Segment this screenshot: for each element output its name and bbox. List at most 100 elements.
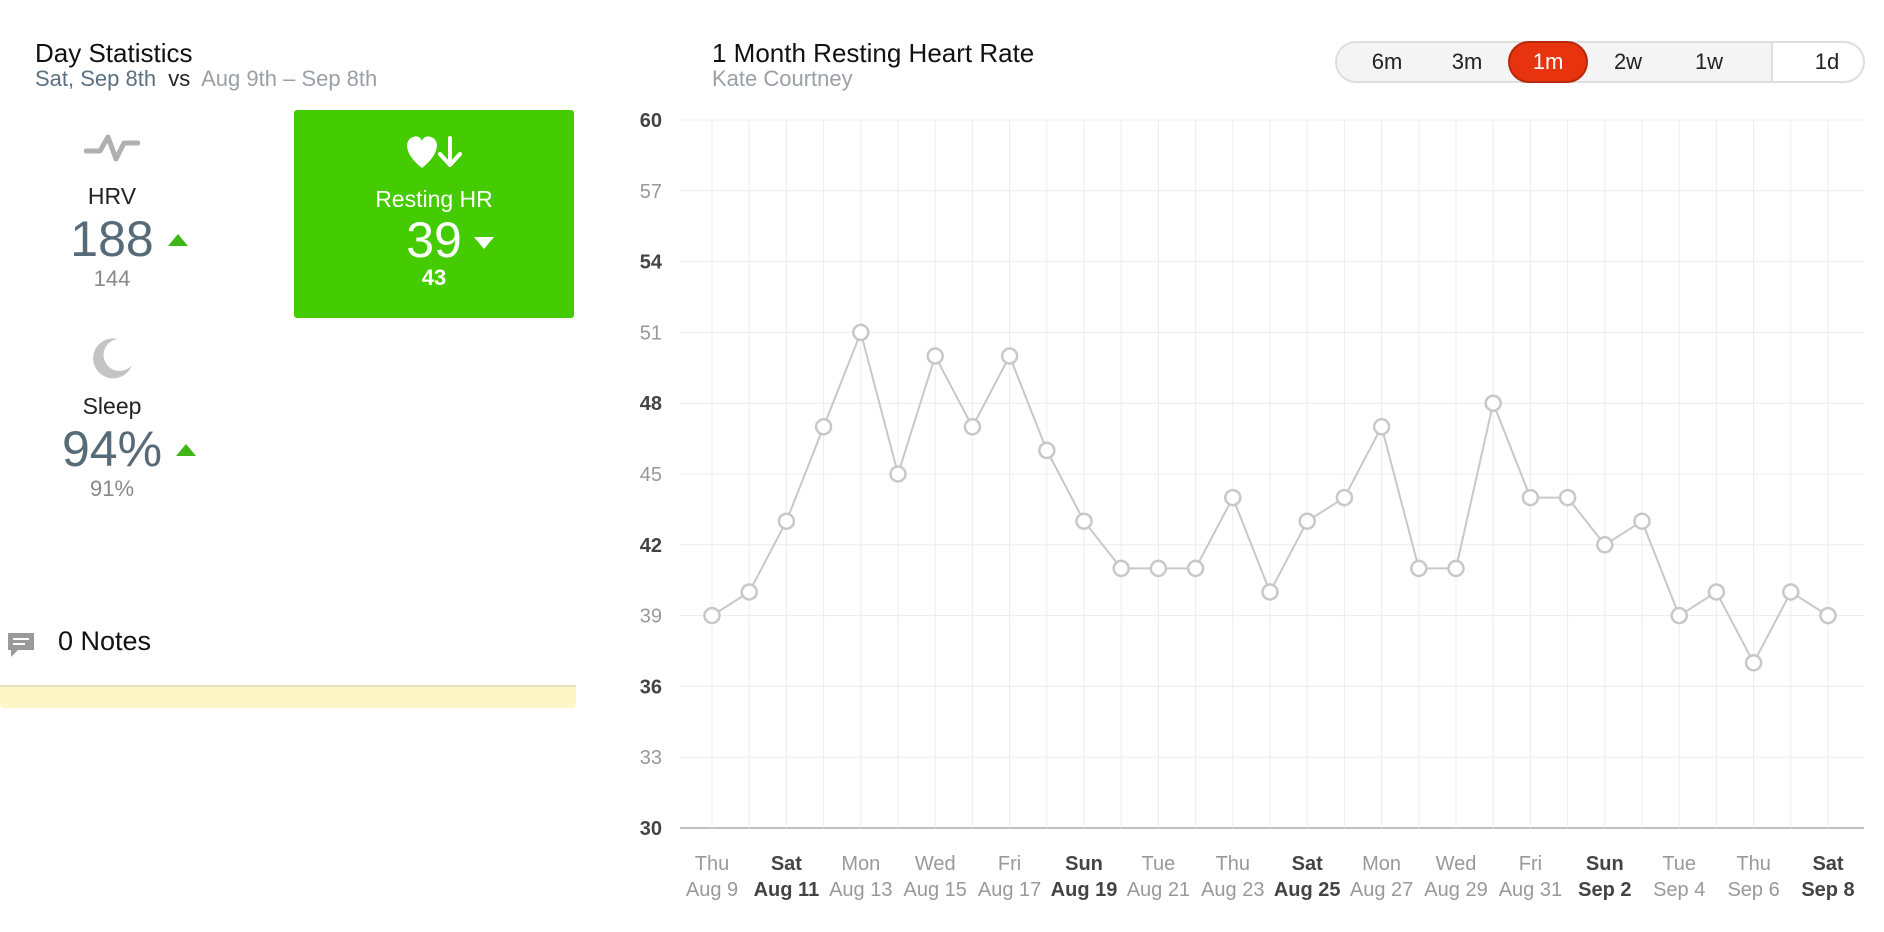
data-point[interactable] xyxy=(1335,488,1354,507)
sleep-previous: 91% xyxy=(89,476,135,501)
data-point[interactable] xyxy=(1372,418,1391,436)
trend-up-icon xyxy=(167,234,188,246)
data-point[interactable] xyxy=(1410,559,1428,578)
notes-bar[interactable] xyxy=(0,685,576,708)
data-point[interactable] xyxy=(1149,559,1168,578)
y-tick-label: 48 xyxy=(640,393,662,415)
x-tick-day: Sun xyxy=(1586,853,1624,875)
y-tick-label: 42 xyxy=(640,535,662,557)
sleep-value: 94% xyxy=(61,421,163,477)
heart-down-icon xyxy=(294,132,574,182)
data-point[interactable] xyxy=(1224,488,1242,507)
range-button-1m[interactable]: 1m xyxy=(1508,41,1588,83)
x-tick-day: Tue xyxy=(1142,853,1176,875)
data-point[interactable] xyxy=(1298,512,1316,530)
x-tick-day: Thu xyxy=(695,853,729,875)
x-tick-day: Sat xyxy=(1292,853,1323,875)
data-point[interactable] xyxy=(1521,488,1540,507)
data-point[interactable] xyxy=(1596,536,1614,554)
pulse-icon xyxy=(50,125,174,183)
hrv-value: 188 xyxy=(70,211,154,267)
data-point[interactable] xyxy=(1670,606,1688,625)
resting-hr-value: 39 xyxy=(406,212,462,268)
y-tick-label: 36 xyxy=(640,676,662,698)
range-button-3m[interactable]: 3m xyxy=(1451,49,1483,74)
x-tick-day: Sat xyxy=(771,853,802,875)
chart-subtitle: Kate Courtney xyxy=(712,66,853,91)
data-point[interactable] xyxy=(1261,583,1279,601)
data-point[interactable] xyxy=(852,323,870,342)
x-tick-date: Aug 23 xyxy=(1201,879,1264,901)
resting-hr-previous: 43 xyxy=(421,265,447,290)
data-point[interactable] xyxy=(1000,347,1019,365)
data-point[interactable] xyxy=(777,512,796,530)
data-point[interactable] xyxy=(889,465,907,483)
data-point[interactable] xyxy=(1484,394,1502,412)
resting-hr-card[interactable]: Resting HR 39 43 xyxy=(294,110,574,318)
y-tick-label: 54 xyxy=(640,252,663,274)
y-tick-label: 30 xyxy=(640,818,662,840)
data-point[interactable] xyxy=(1038,441,1056,460)
x-tick-date: Aug 31 xyxy=(1499,879,1562,901)
vs-label: vs xyxy=(168,66,191,91)
data-point[interactable] xyxy=(814,418,833,436)
range-1d-background xyxy=(1773,41,1865,83)
data-point[interactable] xyxy=(1782,583,1800,601)
data-point[interactable] xyxy=(926,347,944,365)
moon-icon xyxy=(50,335,174,393)
trend-up-icon xyxy=(176,444,197,456)
range-button-1d[interactable]: 1d xyxy=(1814,49,1840,74)
x-tick-day: Fri xyxy=(1519,853,1542,875)
range-button-2w[interactable]: 2w xyxy=(1613,49,1643,74)
y-tick-label: 57 xyxy=(640,181,662,203)
range-divider xyxy=(1771,41,1773,83)
notes-count: 0 Notes xyxy=(58,626,152,656)
resting-heart-rate-chart: 60 57 54 51 48 45 42 39 36 33 30 Thu Aug 9 Sat Aug 11 M… xyxy=(640,110,1864,901)
selected-day[interactable]: Sat, Sep 8th xyxy=(35,66,157,91)
x-tick-date: Aug 13 xyxy=(829,879,892,901)
data-point[interactable] xyxy=(1744,654,1763,672)
x-tick-day: Thu xyxy=(1736,853,1770,875)
x-tick-date: Aug 25 xyxy=(1274,879,1341,901)
x-tick-day: Thu xyxy=(1216,853,1250,875)
x-tick-day: Sat xyxy=(1812,853,1843,875)
range-button-1w[interactable]: 1w xyxy=(1694,49,1724,74)
x-tick-day: Tue xyxy=(1662,853,1696,875)
sleep-stat[interactable]: Sleep 94% 91% xyxy=(50,335,197,502)
data-point[interactable] xyxy=(1186,559,1205,578)
time-range-selector: 6m 3m 1m 2w 1w 1d xyxy=(1335,41,1865,83)
data-point[interactable] xyxy=(1633,512,1651,530)
x-tick-date: Sep 4 xyxy=(1653,879,1705,901)
hrv-label: HRV xyxy=(87,183,137,209)
x-tick-date: Aug 29 xyxy=(1424,879,1487,901)
data-point[interactable] xyxy=(1447,559,1465,578)
data-point[interactable] xyxy=(1558,488,1577,507)
x-tick-date: Aug 19 xyxy=(1051,879,1118,901)
x-tick-date: Aug 11 xyxy=(754,879,820,901)
x-tick-date: Sep 8 xyxy=(1801,879,1854,901)
x-tick-date: Aug 27 xyxy=(1350,879,1413,901)
y-tick-label: 33 xyxy=(640,747,662,769)
resting-hr-label: Resting HR xyxy=(375,186,493,212)
comparison-range: Aug 9th – Sep 8th xyxy=(201,66,378,91)
data-point[interactable] xyxy=(1112,559,1130,578)
y-tick-label: 60 xyxy=(640,110,662,132)
data-point[interactable] xyxy=(703,606,721,625)
x-tick-date: Aug 15 xyxy=(904,879,967,901)
comment-icon xyxy=(6,630,36,665)
data-point[interactable] xyxy=(963,418,982,436)
data-point[interactable] xyxy=(1707,583,1726,601)
day-statistics-subtitle: Sat, Sep 8th vs Aug 9th – Sep 8th xyxy=(35,66,377,92)
data-point[interactable] xyxy=(740,583,758,601)
day-statistics-title: Day Statistics xyxy=(35,38,193,68)
data-point[interactable] xyxy=(1075,512,1093,530)
y-tick-label: 39 xyxy=(640,606,662,628)
range-button-6m[interactable]: 6m xyxy=(1371,49,1403,74)
trend-down-icon xyxy=(473,237,494,249)
notes-section[interactable]: 0 Notes xyxy=(0,622,580,662)
hrv-stat[interactable]: HRV 188 144 xyxy=(50,125,188,292)
x-tick-day: Fri xyxy=(998,853,1021,875)
data-point[interactable] xyxy=(1819,606,1837,625)
x-tick-day: Mon xyxy=(841,853,880,875)
day-statistics-panel: Day Statistics Sat, Sep 8th vs Aug 9th –… xyxy=(0,0,580,932)
